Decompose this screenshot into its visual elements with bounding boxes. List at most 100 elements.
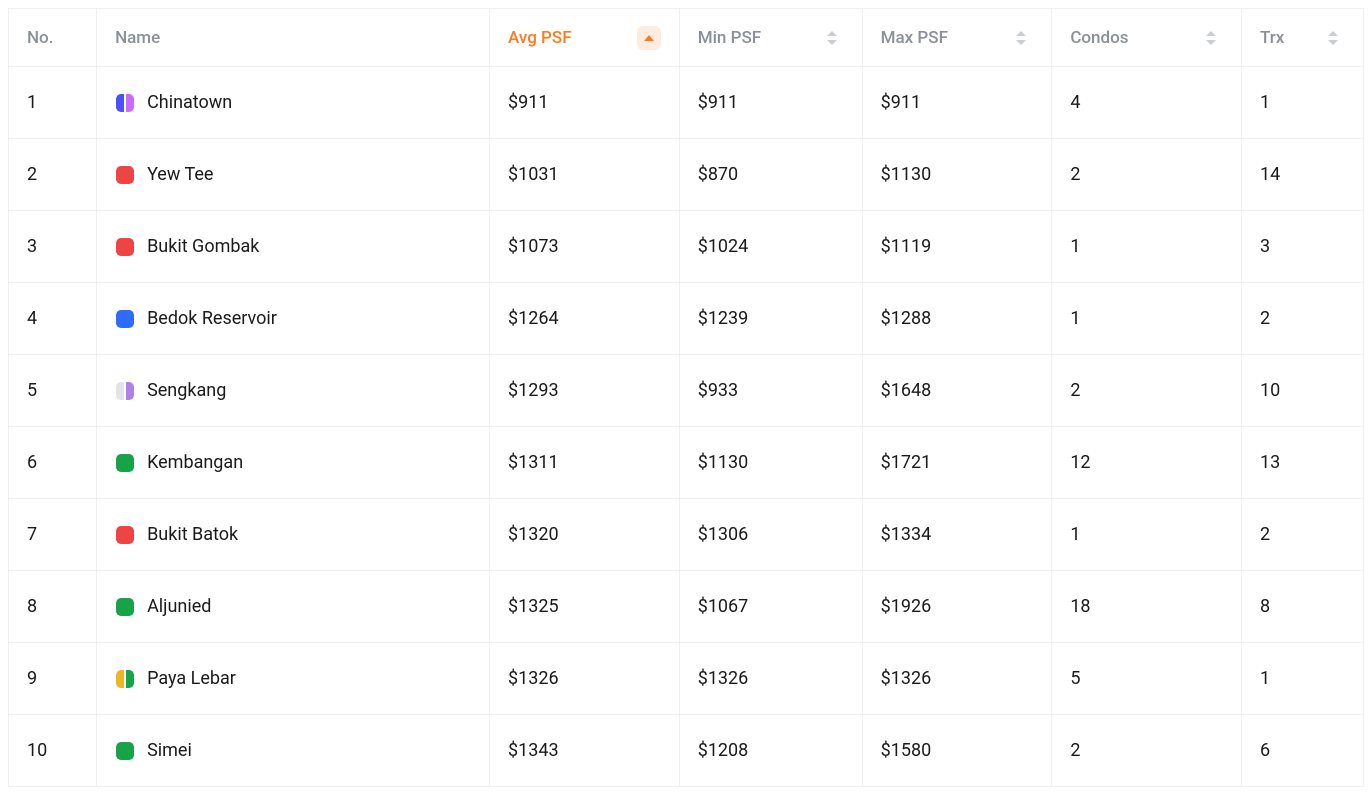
column-label: Trx — [1260, 28, 1284, 48]
table-row[interactable]: 2 Yew Tee $1031 $870 $1130 2 14 — [9, 139, 1364, 211]
sort-icon — [1321, 26, 1345, 50]
row-avg-psf: $1293 — [508, 380, 559, 401]
table-row[interactable]: 1 Chinatown $911 $911 $911 4 1 — [9, 67, 1364, 139]
row-max-psf: $1926 — [881, 596, 932, 617]
row-min-psf: $1067 — [698, 596, 749, 617]
row-name: Sengkang — [147, 380, 226, 401]
row-trx: 14 — [1260, 164, 1280, 185]
psf-table: No. Name Avg PSF Min PSF Max PSF Condos Trx 1 C… — [8, 8, 1364, 787]
row-condos: 1 — [1070, 524, 1080, 545]
row-condos: 2 — [1070, 740, 1080, 761]
row-min-psf: $933 — [698, 380, 738, 401]
row-condos: 12 — [1070, 452, 1090, 473]
row-name: Aljunied — [147, 596, 211, 617]
table-row[interactable]: 5Sengkang$1293$933$1648210 — [9, 355, 1364, 427]
row-trx: 13 — [1260, 452, 1280, 473]
row-trx: 1 — [1260, 92, 1270, 113]
row-condos: 5 — [1070, 668, 1080, 689]
row-avg-psf: $911 — [508, 92, 548, 113]
row-no: 6 — [27, 452, 37, 473]
row-name: Yew Tee — [147, 164, 213, 185]
row-condos: 1 — [1070, 236, 1080, 257]
row-max-psf: $1119 — [881, 236, 932, 257]
row-avg-psf: $1031 — [508, 164, 559, 185]
row-name: Chinatown — [147, 92, 232, 113]
row-name: Bukit Batok — [147, 524, 238, 545]
column-label: Max PSF — [881, 28, 948, 48]
line-icon — [115, 309, 135, 329]
column-label: Avg PSF — [508, 28, 572, 48]
row-no: 10 — [27, 740, 47, 761]
row-max-psf: $911 — [881, 92, 921, 113]
row-condos: 18 — [1070, 596, 1090, 617]
row-avg-psf: $1320 — [508, 524, 559, 545]
row-min-psf: $1239 — [698, 308, 749, 329]
row-no: 2 — [27, 164, 37, 185]
table-row[interactable]: 8Aljunied$1325$1067$1926188 — [9, 571, 1364, 643]
row-min-psf: $1326 — [698, 668, 749, 689]
line-icon — [115, 525, 135, 545]
row-trx: 8 — [1260, 596, 1270, 617]
row-max-psf: $1580 — [881, 740, 932, 761]
line-icon — [115, 381, 135, 401]
column-header-min_psf[interactable]: Min PSF — [679, 9, 862, 67]
row-no: 3 — [27, 236, 37, 257]
column-label: Min PSF — [698, 28, 761, 48]
column-header-avg_psf[interactable]: Avg PSF — [490, 9, 680, 67]
row-max-psf: $1334 — [881, 524, 932, 545]
row-no: 9 — [27, 668, 37, 689]
row-max-psf: $1326 — [881, 668, 932, 689]
row-avg-psf: $1325 — [508, 596, 559, 617]
row-max-psf: $1288 — [881, 308, 932, 329]
row-min-psf: $1306 — [698, 524, 749, 545]
row-max-psf: $1648 — [881, 380, 932, 401]
row-trx: 1 — [1260, 668, 1270, 689]
line-icon — [115, 453, 135, 473]
table-row[interactable]: 9 Paya Lebar $1326 $1326 $1326 5 1 — [9, 643, 1364, 715]
row-name: Simei — [147, 740, 192, 761]
row-condos: 4 — [1070, 92, 1080, 113]
column-label: Condos — [1070, 28, 1128, 48]
row-avg-psf: $1264 — [508, 308, 559, 329]
row-avg-psf: $1073 — [508, 236, 559, 257]
row-min-psf: $1024 — [698, 236, 749, 257]
row-min-psf: $911 — [698, 92, 738, 113]
row-name: Bukit Gombak — [147, 236, 259, 257]
table-row[interactable]: 10Simei$1343$1208$158026 — [9, 715, 1364, 787]
table-head: No. Name Avg PSF Min PSF Max PSF Condos Trx — [9, 9, 1364, 67]
row-avg-psf: $1343 — [508, 740, 559, 761]
row-avg-psf: $1326 — [508, 668, 559, 689]
row-min-psf: $870 — [698, 164, 738, 185]
row-trx: 2 — [1260, 524, 1270, 545]
row-condos: 1 — [1070, 308, 1080, 329]
row-condos: 2 — [1070, 164, 1080, 185]
row-trx: 2 — [1260, 308, 1270, 329]
table-row[interactable]: 4Bedok Reservoir$1264$1239$128812 — [9, 283, 1364, 355]
table-row[interactable]: 3 Bukit Gombak $1073 $1024 $1119 1 3 — [9, 211, 1364, 283]
row-max-psf: $1130 — [881, 164, 932, 185]
line-icon — [115, 669, 135, 689]
column-header-trx[interactable]: Trx — [1242, 9, 1364, 67]
row-min-psf: $1130 — [698, 452, 749, 473]
column-label: No. — [27, 28, 53, 48]
row-trx: 3 — [1260, 236, 1270, 257]
column-header-name: Name — [97, 9, 490, 67]
sort-icon — [820, 26, 844, 50]
line-icon — [115, 237, 135, 257]
sort-icon — [1009, 26, 1033, 50]
sort-icon — [1199, 26, 1223, 50]
row-avg-psf: $1311 — [508, 452, 559, 473]
table-row[interactable]: 6Kembangan$1311$1130$17211213 — [9, 427, 1364, 499]
row-name: Paya Lebar — [147, 668, 236, 689]
row-min-psf: $1208 — [698, 740, 749, 761]
line-icon — [115, 93, 135, 113]
row-no: 7 — [27, 524, 37, 545]
table-row[interactable]: 7 Bukit Batok $1320 $1306 $1334 1 2 — [9, 499, 1364, 571]
column-header-max_psf[interactable]: Max PSF — [862, 9, 1052, 67]
column-header-condos[interactable]: Condos — [1052, 9, 1242, 67]
row-name: Bedok Reservoir — [147, 308, 277, 329]
line-icon — [115, 165, 135, 185]
row-trx: 10 — [1260, 380, 1280, 401]
row-no: 1 — [27, 92, 37, 113]
row-name: Kembangan — [147, 452, 243, 473]
